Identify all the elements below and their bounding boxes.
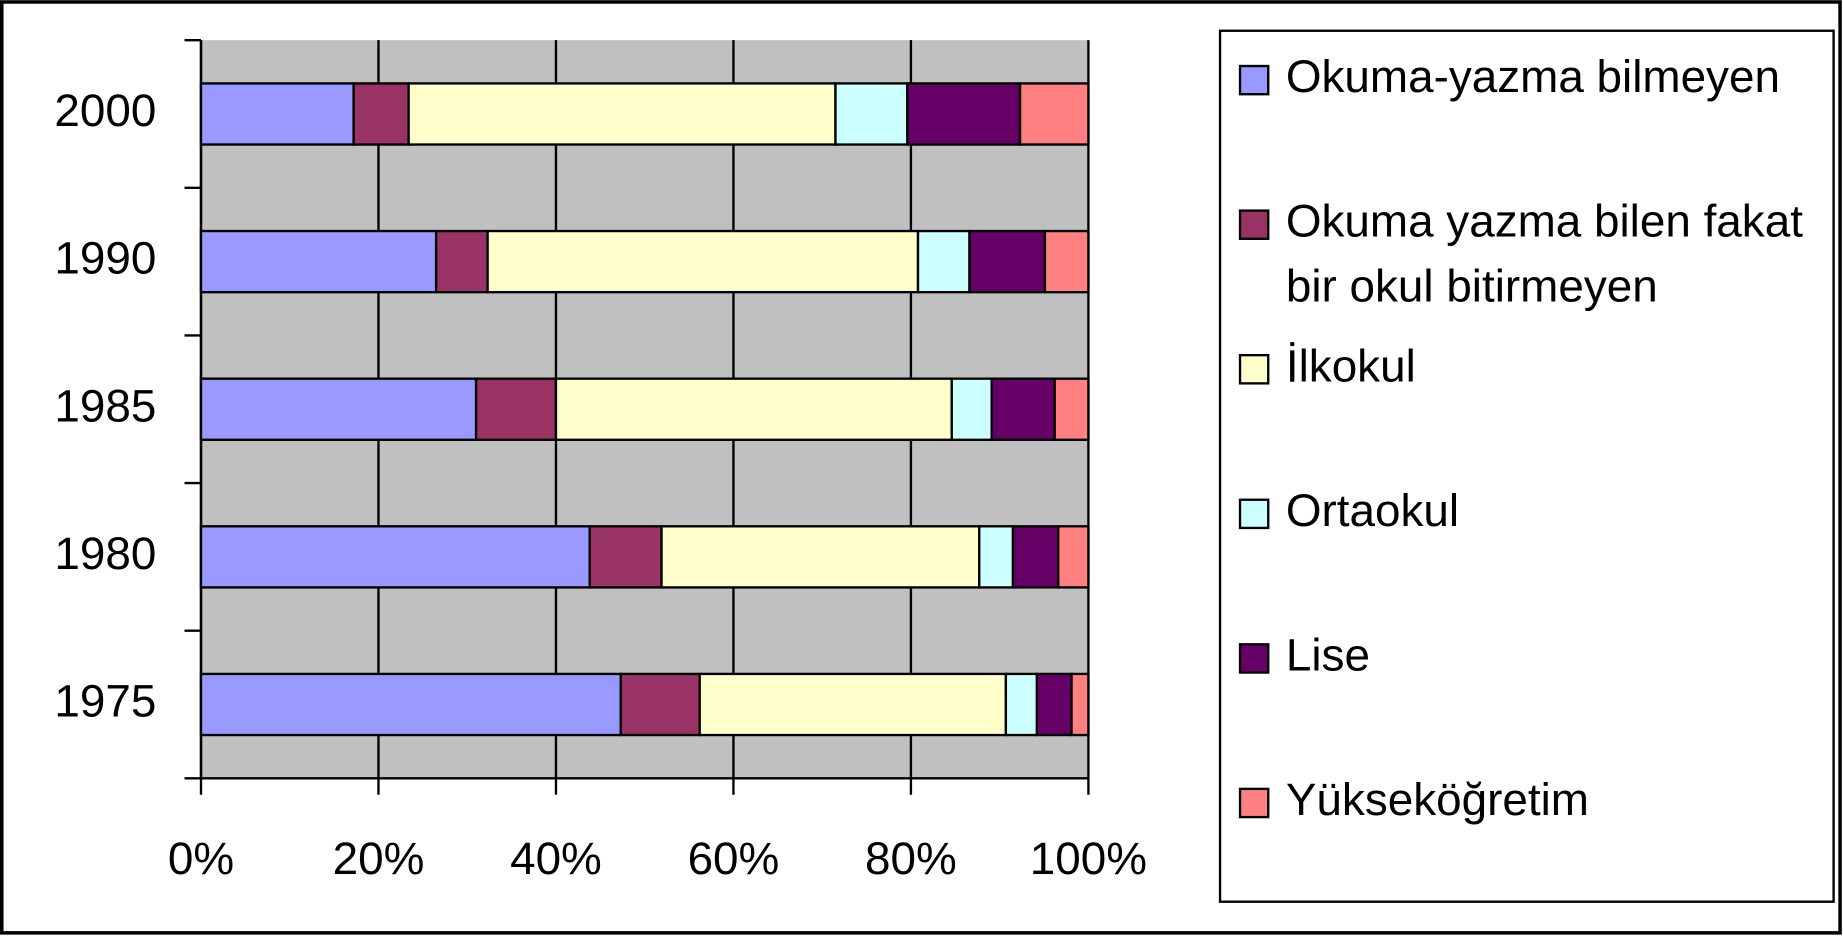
legend-swatch (1238, 209, 1270, 240)
bar-segment (588, 525, 663, 589)
legend-label: İlkokul (1286, 340, 1416, 391)
x-tick-label: 100% (1030, 833, 1147, 884)
bar-segment (660, 525, 981, 589)
x-tick-label: 80% (865, 833, 957, 884)
bar-segment (1070, 672, 1090, 737)
bar-segment (199, 229, 438, 294)
legend-label-line: Okuma yazma bilen fakat (1286, 196, 1816, 247)
legend-swatch (1238, 64, 1270, 96)
legend-frame (1218, 29, 1835, 903)
x-tick-label: 20% (333, 833, 425, 884)
bar-segment (990, 377, 1056, 441)
y-tick-label: 1985 (54, 380, 156, 431)
y-tick-label: 2000 (54, 85, 156, 136)
bar-segment (199, 82, 355, 146)
legend-swatch (1238, 353, 1270, 385)
legend-label: Yükseköğretim (1286, 774, 1589, 825)
bar-segment (199, 672, 622, 737)
bar-segment (950, 377, 993, 441)
bar-segment (434, 229, 489, 294)
bar-segment (486, 229, 920, 294)
bar-segment (1035, 672, 1073, 737)
bar-segment (1004, 672, 1039, 737)
bar-segment (1011, 525, 1060, 589)
bar-segment (352, 82, 410, 146)
x-tick-label: 60% (688, 833, 780, 884)
bar-segment (916, 229, 971, 294)
bar-segment (1018, 82, 1090, 146)
bar-segment (698, 672, 1008, 737)
legend-label-line: bir okul bitirmeyen (1286, 260, 1658, 311)
bar-segment (407, 82, 837, 146)
bar-segment (968, 229, 1047, 294)
bar-segment (199, 525, 591, 589)
y-tick-label: 1980 (54, 528, 156, 579)
x-tick-label: 0% (168, 833, 234, 884)
bar-segment (834, 82, 909, 146)
bar-segment (1053, 377, 1090, 441)
legend-label: Okuma yazma bilen fakat bir okul bitirme… (1286, 196, 1816, 312)
bar-segment (978, 525, 1015, 589)
legend-swatch (1238, 787, 1270, 819)
x-tick-label: 40% (510, 833, 602, 884)
legend-label: Lise (1286, 630, 1370, 681)
bar-segment (1057, 525, 1090, 589)
bar-segment (199, 377, 478, 441)
y-tick-label: 1975 (54, 676, 156, 727)
bar-segment (554, 377, 953, 441)
legend-label: Ortaokul (1286, 485, 1459, 536)
y-tick-label: 1990 (54, 233, 156, 284)
bar-segment (906, 82, 1022, 146)
legend-swatch (1238, 643, 1270, 674)
bar-segment (619, 672, 701, 737)
bar-segment (1043, 229, 1090, 294)
legend-swatch (1238, 498, 1270, 530)
legend-label: Okuma-yazma bilmeyen (1286, 51, 1780, 102)
bar-segment (474, 377, 558, 441)
